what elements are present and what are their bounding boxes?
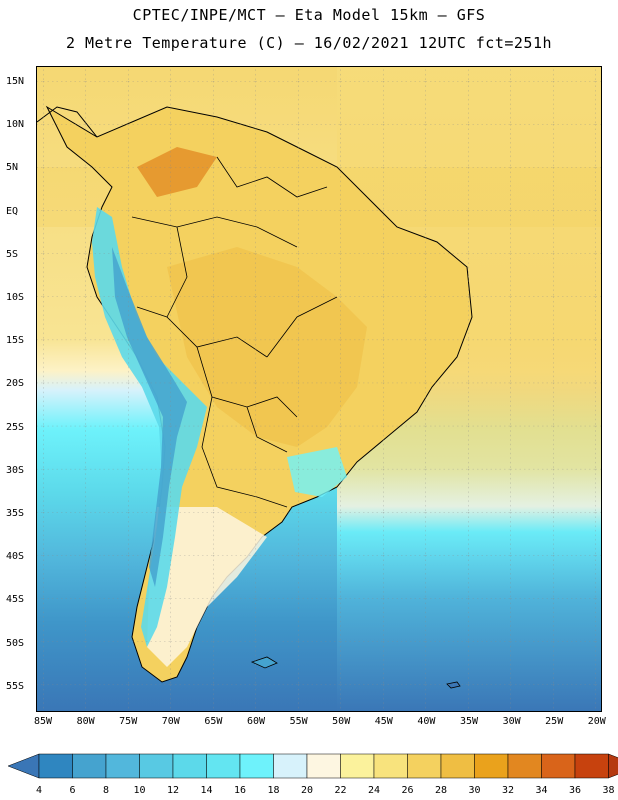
colorbar-swatch [38,753,73,779]
colorbar-label: 38 [602,785,615,796]
colorbar-label: 26 [401,785,414,796]
colorbar-label: 28 [434,785,448,796]
colorbar-label: 14 [200,785,213,796]
colorbar-label: 8 [102,785,110,796]
colorbar-swatch [239,753,274,779]
colorbar-swatch [507,753,542,779]
lon-label: 50W [332,716,351,727]
colorbar-swatch [139,753,174,779]
color-scale-bar [7,753,618,779]
colorbar-swatch [574,753,609,779]
colorbar-swatch [440,753,475,779]
colorbar-swatch [306,753,341,779]
colorbar-label: 30 [468,785,481,796]
colorbar-swatch [373,753,408,779]
colorbar-swatch [340,753,375,779]
lat-label: 10S [6,292,25,303]
lon-label: 25W [545,716,564,727]
lon-label: 75W [119,716,138,727]
lon-label: 40W [417,716,436,727]
colorbar-swatch [541,753,576,779]
colorbar-swatch [206,753,241,779]
lat-label: EQ [6,205,19,217]
map-title-line1: CPTEC/INPE/MCT – Eta Model 15km – GFS [132,6,486,24]
colorbar-label: 4 [35,785,43,796]
colorbar-label: 34 [535,785,548,796]
colorbar-arrow-high [608,753,618,779]
lon-label: 30W [502,716,521,727]
lon-label: 60W [246,716,266,727]
lon-label: 20W [587,716,606,727]
lat-lon-grid [37,67,601,711]
lat-label: 45S [6,594,25,606]
colorbar-swatch [474,753,509,779]
colorbar-swatch [72,753,107,779]
map-canvas [37,67,601,711]
colorbar-swatch [105,753,140,779]
lat-label: 10N [6,119,25,131]
colorbar-swatch [172,753,207,779]
lat-label: 15S [6,335,25,347]
lon-label: 55W [289,716,308,727]
map-title-line2: 2 Metre Temperature (C) – 16/02/2021 12U… [65,34,553,52]
lon-label: 65W [204,716,223,727]
colorbar-label: 18 [267,785,280,796]
lat-label: 15N [6,76,25,87]
lat-label: 50S [6,637,25,649]
lon-label: 70W [161,716,180,727]
colorbar-label: 20 [300,785,314,796]
colorbar-label: 22 [334,785,347,796]
lat-label: 25S [6,421,25,433]
lat-label: 55S [6,680,25,692]
colorbar-label: 12 [166,785,180,796]
colorbar-label: 24 [367,785,381,796]
colorbar-arrow-low [7,753,40,779]
lon-label: 35W [459,716,479,727]
temperature-map[interactable] [36,66,602,712]
lon-label: 45W [374,716,393,727]
colorbar-swatch [407,753,442,779]
colorbar-swatch [273,753,308,779]
colorbar-label: 10 [133,785,146,796]
colorbar-label: 36 [568,785,582,796]
lon-label: 80W [76,716,95,727]
lat-label: 5S [6,248,19,260]
colorbar-label: 6 [69,785,76,796]
colorbar-label: 16 [233,785,247,796]
lat-label: 35S [6,508,25,519]
lat-label: 40S [6,551,25,563]
colorbar-label: 32 [501,785,515,796]
lon-label: 85W [33,716,53,727]
lat-label: 30S [6,464,25,476]
lat-label: 5N [6,162,19,174]
lat-label: 20S [6,378,25,390]
